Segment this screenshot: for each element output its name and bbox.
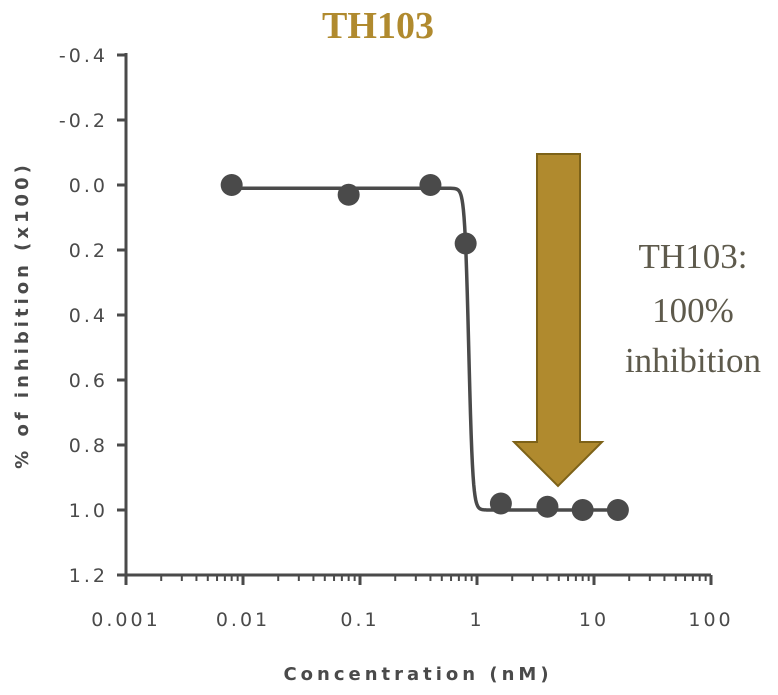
annotation-line-2: 100% xyxy=(652,291,734,330)
axes: -0.4 -0.2 0.0 0.2 0.4 0.6 0.8 1.0 1.2 0.001 0.01 0.… xyxy=(59,45,733,631)
data-points xyxy=(220,174,629,521)
x-tick-label: 10 xyxy=(579,609,609,631)
annotation: TH103: 100% inhibition xyxy=(625,237,761,380)
inhibition-arrow xyxy=(511,153,605,488)
data-point xyxy=(220,174,243,196)
data-point xyxy=(419,174,442,196)
data-point xyxy=(337,183,360,206)
data-point xyxy=(571,499,594,521)
y-tick-label: 0.2 xyxy=(69,240,108,262)
y-tick-label: 1.2 xyxy=(69,565,108,587)
annotation-line-1: TH103: xyxy=(639,237,748,276)
data-point xyxy=(454,232,477,255)
y-tick-label: 1.0 xyxy=(69,500,108,522)
down-arrow-icon xyxy=(511,153,605,488)
y-tick-label: -0.4 xyxy=(59,45,108,67)
data-point xyxy=(489,492,512,515)
y-tick-label: 0.8 xyxy=(69,435,108,457)
annotation-line-3: inhibition xyxy=(625,341,761,380)
x-tick-label: 0.01 xyxy=(216,609,270,631)
y-tick-label: -0.2 xyxy=(59,110,108,132)
y-tick-label: 0.0 xyxy=(69,175,108,197)
data-point xyxy=(606,499,629,521)
data-point xyxy=(536,495,559,518)
x-axis-title: Concentration (nM) xyxy=(283,664,552,685)
x-tick-label: 0.1 xyxy=(340,609,379,631)
chart-title: TH103 xyxy=(322,5,434,47)
y-tick-label: 0.6 xyxy=(69,370,108,392)
y-tick-label: 0.4 xyxy=(69,305,108,327)
x-tick-label: 100 xyxy=(688,609,733,631)
x-tick-label: 1 xyxy=(469,609,484,631)
y-axis-title: % of inhibition (x100) xyxy=(12,161,33,469)
x-tick-label: 0.001 xyxy=(91,609,160,631)
